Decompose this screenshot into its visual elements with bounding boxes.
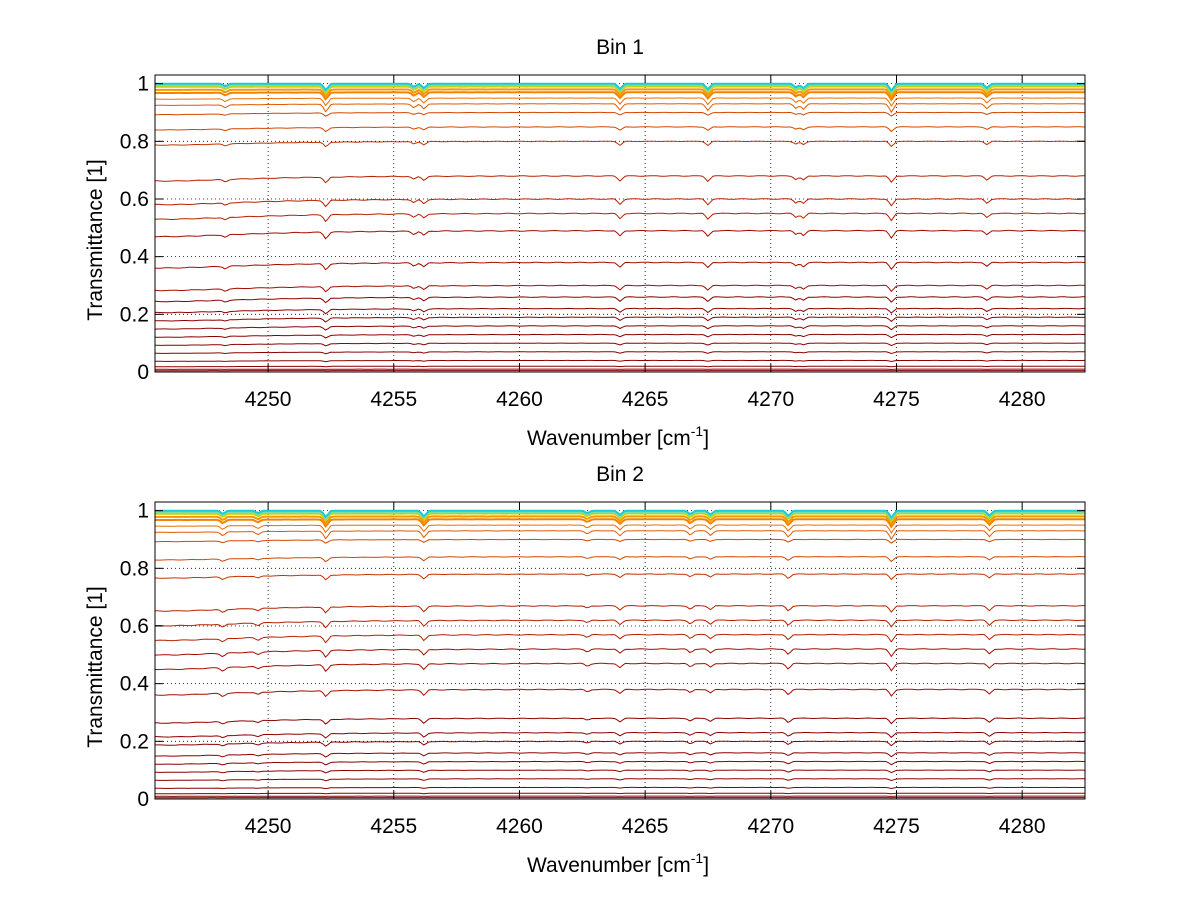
y-tick-label: 1 xyxy=(137,500,149,523)
y-tick-label: 0.6 xyxy=(120,615,149,638)
x-axis-label-superscript: -1 xyxy=(691,423,704,439)
x-axis-label-close: ] xyxy=(703,854,709,877)
y-axis-label: Transmittance [1] xyxy=(84,159,107,320)
y-tick-label: 0.2 xyxy=(120,303,149,326)
y-tick-label: 0.2 xyxy=(120,730,149,753)
x-tick-label: 4250 xyxy=(245,388,292,411)
x-tick-label: 4255 xyxy=(370,815,417,838)
y-tick-label: 1 xyxy=(137,73,149,96)
x-tick-label: 4260 xyxy=(496,815,543,838)
x-axis-label: Wavenumber [cm-1] xyxy=(527,850,709,877)
x-tick-label: 4265 xyxy=(622,388,669,411)
x-tick-label: 4270 xyxy=(747,815,794,838)
x-tick-label: 4280 xyxy=(999,815,1046,838)
plot-title: Bin 2 xyxy=(596,463,644,486)
x-tick-label: 4265 xyxy=(622,815,669,838)
y-tick-label: 0.4 xyxy=(120,673,150,696)
x-tick-label: 4275 xyxy=(873,815,920,838)
y-tick-label: 0.4 xyxy=(120,246,150,269)
y-tick-label: 0.8 xyxy=(120,130,149,153)
y-tick-label: 0.6 xyxy=(120,188,149,211)
y-tick-label: 0 xyxy=(137,788,149,811)
y-tick-label: 0.8 xyxy=(120,557,149,580)
x-tick-label: 4275 xyxy=(873,388,920,411)
x-tick-label: 4260 xyxy=(496,388,543,411)
y-axis-label: Transmittance [1] xyxy=(84,586,107,747)
x-axis-label-main: Wavenumber [cm xyxy=(527,854,691,877)
plot-title: Bin 1 xyxy=(596,36,644,59)
x-tick-label: 4280 xyxy=(999,388,1046,411)
x-axis-label-superscript: -1 xyxy=(691,850,704,866)
x-tick-label: 4250 xyxy=(245,815,292,838)
x-axis-label: Wavenumber [cm-1] xyxy=(527,423,709,450)
x-tick-label: 4255 xyxy=(370,388,417,411)
x-axis-label-close: ] xyxy=(703,427,709,450)
y-tick-label: 0 xyxy=(137,361,149,384)
x-axis-label-main: Wavenumber [cm xyxy=(527,427,691,450)
x-tick-label: 4270 xyxy=(747,388,794,411)
